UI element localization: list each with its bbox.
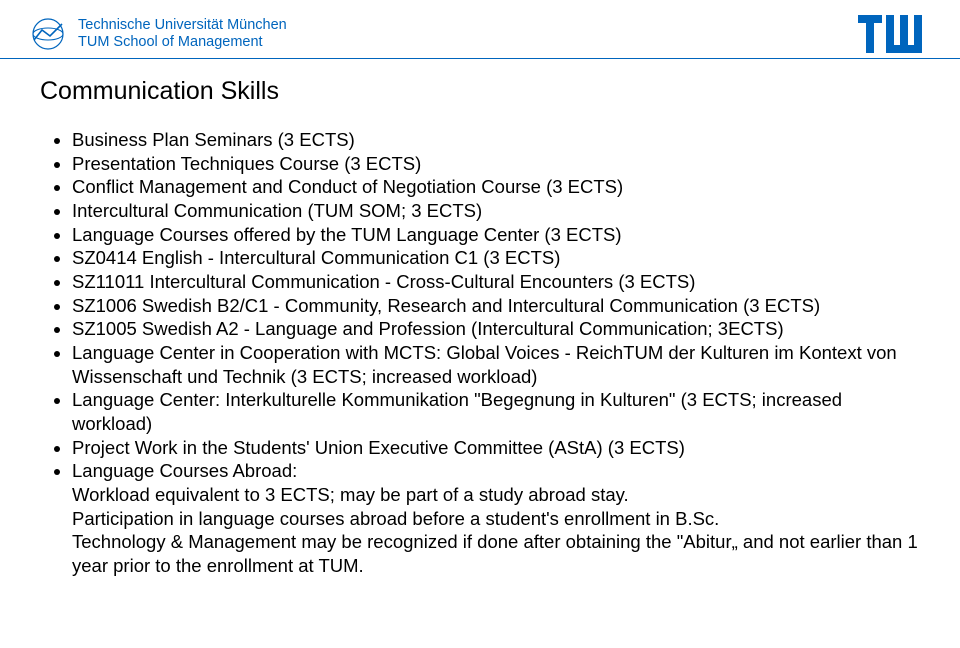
- header-left: Technische Universität München TUM Schoo…: [30, 16, 287, 52]
- list-item: SZ0414 English - Intercultural Communica…: [72, 246, 920, 270]
- list-item: SZ11011 Intercultural Communication - Cr…: [72, 270, 920, 294]
- header-bar: Technische Universität München TUM Schoo…: [0, 0, 960, 59]
- page-title: Communication Skills: [40, 77, 920, 106]
- list-item: Business Plan Seminars (3 ECTS): [72, 128, 920, 152]
- list-item: Conflict Management and Conduct of Negot…: [72, 175, 920, 199]
- list-item: SZ1006 Swedish B2/C1 - Community, Resear…: [72, 294, 920, 318]
- list-item: Project Work in the Students' Union Exec…: [72, 436, 920, 460]
- content-area: Communication Skills Business Plan Semin…: [0, 59, 960, 578]
- globe-chart-icon: [30, 16, 66, 52]
- list-item: Language Courses Abroad:: [72, 459, 920, 483]
- list-item: Presentation Techniques Course (3 ECTS): [72, 152, 920, 176]
- institution-name: Technische Universität München TUM Schoo…: [78, 17, 287, 50]
- tum-logo: [858, 15, 930, 53]
- university-name: Technische Universität München: [78, 17, 287, 34]
- list-item: Language Courses offered by the TUM Lang…: [72, 223, 920, 247]
- list-item: Intercultural Communication (TUM SOM; 3 …: [72, 199, 920, 223]
- sub-line: Participation in language courses abroad…: [72, 507, 920, 531]
- list-item: Language Center in Cooperation with MCTS…: [72, 341, 920, 388]
- sub-line: Technology & Management may be recognize…: [72, 530, 920, 577]
- list-item: Language Center: Interkulturelle Kommuni…: [72, 388, 920, 435]
- school-name: TUM School of Management: [78, 34, 287, 51]
- list-item: SZ1005 Swedish A2 - Language and Profess…: [72, 317, 920, 341]
- sub-line: Workload equivalent to 3 ECTS; may be pa…: [72, 483, 920, 507]
- bullet-list: Business Plan Seminars (3 ECTS) Presenta…: [40, 128, 920, 483]
